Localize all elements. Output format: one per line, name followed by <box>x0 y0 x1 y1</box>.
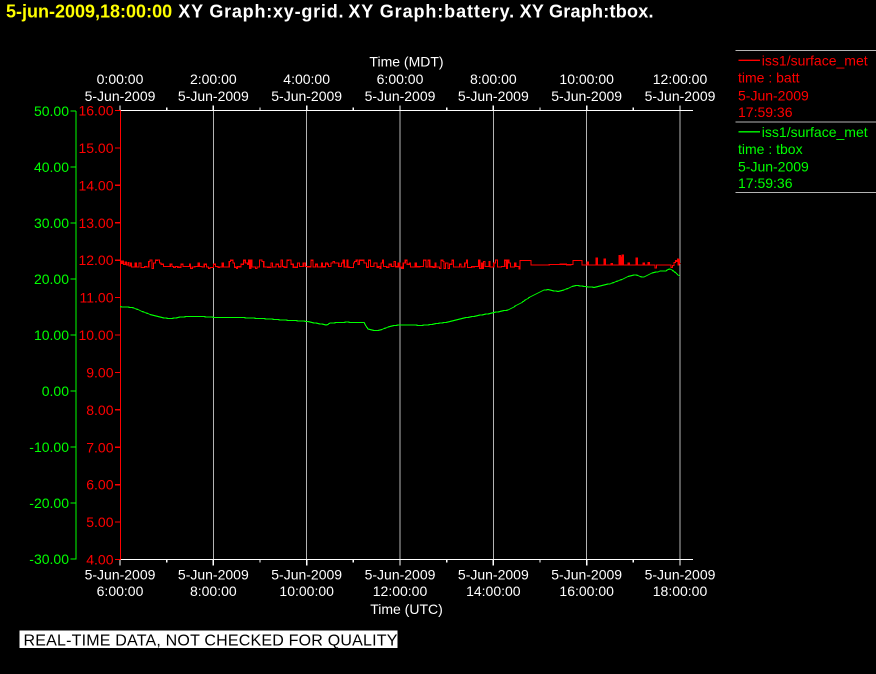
svg-text:10.00: 10.00 <box>34 327 69 343</box>
svg-text:Time (UTC): Time (UTC) <box>370 601 443 617</box>
svg-text:-30.00: -30.00 <box>29 551 69 567</box>
svg-text:14.00: 14.00 <box>78 177 113 193</box>
svg-text:iss1/surface_met: iss1/surface_met <box>762 124 868 140</box>
svg-text:16:00:00: 16:00:00 <box>559 583 614 599</box>
svg-text:4.00: 4.00 <box>86 552 113 568</box>
svg-text:5-Jun-2009: 5-Jun-2009 <box>271 567 342 583</box>
svg-text:4:00:00: 4:00:00 <box>283 71 330 87</box>
svg-text:18:00:00: 18:00:00 <box>653 583 708 599</box>
svg-text:12.00: 12.00 <box>78 252 113 268</box>
svg-text:5-Jun-2009: 5-Jun-2009 <box>458 567 529 583</box>
svg-text:5-Jun-2009: 5-Jun-2009 <box>85 88 156 104</box>
svg-text:17:59:36: 17:59:36 <box>738 175 793 191</box>
svg-text:9.00: 9.00 <box>86 364 113 380</box>
svg-text:6:00:00: 6:00:00 <box>97 583 144 599</box>
svg-text:5-Jun-2009: 5-Jun-2009 <box>551 88 622 104</box>
svg-text:time : tbox: time : tbox <box>738 141 803 157</box>
svg-text:17:59:36: 17:59:36 <box>738 104 793 120</box>
svg-text:5-Jun-2009: 5-Jun-2009 <box>738 159 809 175</box>
svg-text:5-Jun-2009: 5-Jun-2009 <box>365 88 436 104</box>
svg-text:14:00:00: 14:00:00 <box>466 583 521 599</box>
svg-text:13.00: 13.00 <box>78 215 113 231</box>
svg-text:8.00: 8.00 <box>86 402 113 418</box>
svg-text:0:00:00: 0:00:00 <box>97 71 144 87</box>
svg-text:time : batt: time : batt <box>738 70 800 86</box>
svg-text:5-Jun-2009: 5-Jun-2009 <box>738 88 809 104</box>
svg-text:5-Jun-2009: 5-Jun-2009 <box>645 567 716 583</box>
svg-text:40.00: 40.00 <box>34 159 69 175</box>
svg-text:12:00:00: 12:00:00 <box>373 583 428 599</box>
svg-text:5-Jun-2009: 5-Jun-2009 <box>178 88 249 104</box>
svg-text:XY Graph:tbox.: XY Graph:tbox. <box>520 2 654 22</box>
svg-text:30.00: 30.00 <box>34 215 69 231</box>
svg-text:-10.00: -10.00 <box>29 439 69 455</box>
svg-text:5-Jun-2009: 5-Jun-2009 <box>85 567 156 583</box>
svg-text:5-Jun-2009: 5-Jun-2009 <box>271 88 342 104</box>
svg-text:XY Graph:battery.: XY Graph:battery. <box>348 2 515 22</box>
svg-text:11.00: 11.00 <box>80 290 114 306</box>
svg-text:7.00: 7.00 <box>86 439 113 455</box>
svg-text:20.00: 20.00 <box>34 271 69 287</box>
svg-text:5-Jun-2009: 5-Jun-2009 <box>645 88 716 104</box>
svg-text:10.00: 10.00 <box>78 327 113 343</box>
svg-text:10:00:00: 10:00:00 <box>279 583 334 599</box>
svg-text:8:00:00: 8:00:00 <box>470 71 517 87</box>
svg-text:2:00:00: 2:00:00 <box>190 71 237 87</box>
svg-text:iss1/surface_met: iss1/surface_met <box>762 53 868 69</box>
svg-text:0.00: 0.00 <box>42 383 69 399</box>
svg-text:12:00:00: 12:00:00 <box>653 71 708 87</box>
svg-text:5-Jun-2009: 5-Jun-2009 <box>178 567 249 583</box>
svg-text:15.00: 15.00 <box>78 140 113 156</box>
svg-text:5-Jun-2009: 5-Jun-2009 <box>365 567 436 583</box>
svg-text:16.00: 16.00 <box>78 103 113 119</box>
svg-text:5-jun-2009,18:00:00: 5-jun-2009,18:00:00 <box>6 2 172 22</box>
svg-text:50.00: 50.00 <box>34 103 69 119</box>
svg-text:8:00:00: 8:00:00 <box>190 583 237 599</box>
svg-text:10:00:00: 10:00:00 <box>559 71 614 87</box>
svg-text:REAL-TIME DATA, NOT CHECKED FO: REAL-TIME DATA, NOT CHECKED FOR QUALITY <box>24 632 398 649</box>
svg-text:6:00:00: 6:00:00 <box>377 71 424 87</box>
svg-text:-20.00: -20.00 <box>29 495 69 511</box>
svg-text:5-Jun-2009: 5-Jun-2009 <box>551 567 622 583</box>
svg-text:6.00: 6.00 <box>86 477 113 493</box>
svg-text:5-Jun-2009: 5-Jun-2009 <box>458 88 529 104</box>
svg-text:Time (MDT): Time (MDT) <box>369 54 443 70</box>
svg-text:XY Graph:xy-grid.: XY Graph:xy-grid. <box>178 2 344 22</box>
svg-text:5.00: 5.00 <box>86 514 113 530</box>
